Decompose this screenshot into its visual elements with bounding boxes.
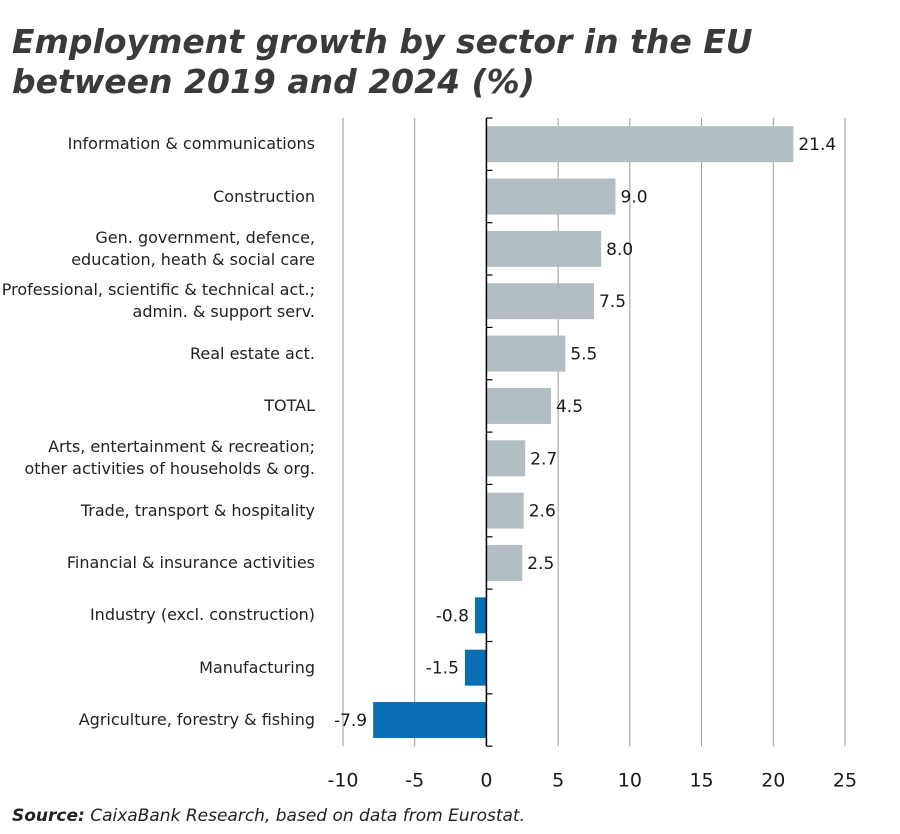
value-label: 21.4 (798, 135, 836, 155)
value-label: 5.5 (570, 345, 597, 365)
x-tick-label: -5 (405, 770, 424, 792)
bar (486, 178, 616, 215)
value-label: -1.5 (426, 659, 459, 679)
y-tick-label: Gen. government, defence, education, hea… (71, 227, 315, 269)
y-tick-label: Industry (excl. construction) (89, 605, 315, 625)
source-text: CaixaBank Research, based on data from E… (90, 806, 525, 826)
y-tick-label: Information & communications (67, 134, 315, 154)
source-label: Source: (12, 806, 85, 826)
y-tick-label: TOTAL (264, 395, 315, 415)
value-label: 9.0 (621, 188, 648, 208)
bar (486, 126, 794, 163)
value-label: -7.9 (334, 711, 367, 731)
value-label: 7.5 (599, 292, 626, 312)
bar (486, 440, 526, 477)
bar (486, 387, 551, 424)
y-tick-label: Professional, scientific & technical act… (1, 280, 315, 322)
bar (464, 649, 487, 686)
y-tick-label: Construction (213, 186, 315, 206)
x-tick-label: 15 (689, 770, 713, 792)
y-tick-label: Trade, transport & hospitality (80, 500, 315, 520)
y-tick-label: Manufacturing (199, 657, 315, 677)
bar (474, 597, 487, 634)
x-tick-label: -10 (327, 770, 358, 792)
value-label: 2.5 (527, 554, 554, 574)
y-tick-label: Arts, entertainment & recreation; other … (24, 437, 315, 479)
value-label: 2.7 (530, 449, 557, 469)
x-tick-label: 0 (480, 770, 492, 792)
x-tick-label: 5 (552, 770, 564, 792)
x-tick-label: 10 (618, 770, 642, 792)
y-tick-label: Agriculture, forestry & fishing (78, 710, 315, 730)
x-tick-label: 25 (833, 770, 857, 792)
source: Source: CaixaBank Research, based on dat… (12, 806, 525, 826)
bar (486, 492, 524, 529)
y-tick-label: Financial & insurance activities (66, 552, 315, 572)
value-label: -0.8 (436, 606, 469, 626)
bar (486, 335, 566, 372)
chart-title: Employment growth by sector in the EU be… (12, 22, 753, 101)
y-tick-label: Real estate act. (190, 343, 315, 363)
value-label: 8.0 (606, 240, 633, 260)
value-label: 2.6 (529, 502, 556, 522)
bar (486, 544, 523, 581)
bar (486, 230, 602, 267)
bar (486, 283, 594, 320)
value-label: 4.5 (556, 397, 583, 417)
bar (373, 702, 487, 739)
x-tick-label: 20 (761, 770, 785, 792)
